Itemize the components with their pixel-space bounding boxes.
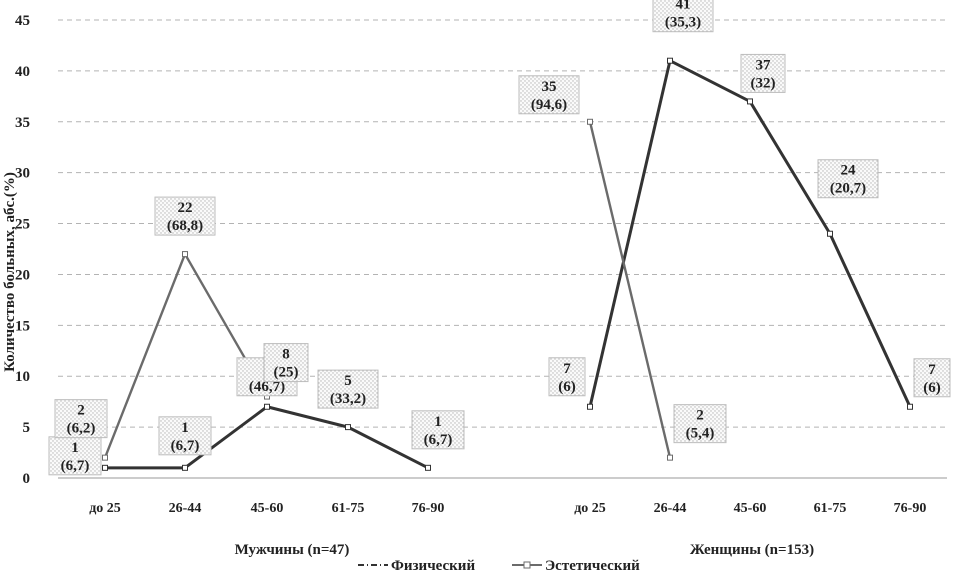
data-label-value: 24 xyxy=(841,163,857,179)
data-point xyxy=(102,454,108,461)
data-label-value: 37 xyxy=(756,57,772,73)
data-point xyxy=(587,118,593,125)
x-tick-label: до 25 xyxy=(89,501,121,516)
data-label-value: 1 xyxy=(434,414,442,430)
data-label-value: 5 xyxy=(344,373,352,389)
data-label-value: 2 xyxy=(696,408,704,424)
data-label-value: 35 xyxy=(542,79,557,95)
data-label-value: 7 xyxy=(928,362,936,378)
x-tick-label: до 25 xyxy=(574,501,606,516)
x-tick-label: 61-75 xyxy=(332,501,365,516)
data-point xyxy=(182,464,188,471)
x-axis: до 25 26-44 45-60 61-75 76-90 до 25 26-44 45-60… xyxy=(89,501,926,516)
data-point xyxy=(345,424,351,431)
data-label-percent: (6,2) xyxy=(67,421,96,437)
y-axis: 0 5 10 15 20 25 30 35 40 45 xyxy=(15,13,30,487)
data-point xyxy=(667,57,673,64)
data-label-percent: (46,7) xyxy=(249,379,285,395)
data-label-percent: (6,7) xyxy=(61,458,90,474)
group-label: Мужчины (n=47) xyxy=(235,542,350,558)
data-label-percent: (6) xyxy=(923,380,941,396)
data-point xyxy=(667,454,673,461)
series-line xyxy=(588,59,912,408)
gridlines xyxy=(58,19,947,479)
data-label-value: 41 xyxy=(676,0,691,13)
data-label-value: 1 xyxy=(71,440,79,456)
data-label-box xyxy=(154,196,216,236)
series-line xyxy=(105,405,429,470)
data-label-percent: (6,7) xyxy=(424,432,453,448)
x-tick-label: 61-75 xyxy=(814,501,847,516)
data-label-box xyxy=(652,0,714,33)
x-tick-label: 26-44 xyxy=(654,501,687,516)
data-label-box xyxy=(263,343,309,383)
data-label-box xyxy=(740,53,786,93)
group-label: Женщины (n=153) xyxy=(690,542,814,558)
x-tick-label: 26-44 xyxy=(169,501,202,516)
data-label-percent: (94,6) xyxy=(531,97,567,113)
data-point xyxy=(182,251,188,258)
y-tick-label: 35 xyxy=(15,115,30,131)
x-tick-label: 45-60 xyxy=(251,501,284,516)
data-point xyxy=(264,403,270,410)
data-label-value: 7 xyxy=(563,361,571,377)
y-tick-label: 15 xyxy=(15,318,30,334)
data-label-percent: (20,7) xyxy=(830,181,866,197)
data-point xyxy=(425,464,431,471)
data-point xyxy=(907,403,913,410)
data-label-box xyxy=(411,410,465,450)
legend-label: Эстетический xyxy=(545,558,640,574)
data-label-percent: (5,4) xyxy=(686,426,715,442)
x-tick-label: 76-90 xyxy=(412,501,445,516)
data-label-percent: (68,8) xyxy=(167,218,203,234)
series-lines xyxy=(102,57,913,471)
data-label-percent: (6,7) xyxy=(171,438,200,454)
y-tick-label: 10 xyxy=(15,369,30,385)
data-label-percent: (32) xyxy=(751,75,776,91)
data-point xyxy=(747,98,753,105)
group-labels: Мужчины (n=47) Женщины (n=153) xyxy=(235,542,815,558)
data-label-box xyxy=(518,75,580,115)
y-tick-label: 20 xyxy=(15,267,30,283)
y-tick-label: 45 xyxy=(15,13,30,29)
data-label-percent: (33,2) xyxy=(330,391,366,407)
data-label-value: 22 xyxy=(178,200,193,216)
data-label-value: 1 xyxy=(181,420,189,436)
data-label-box xyxy=(673,404,727,444)
x-tick-label: 76-90 xyxy=(894,501,927,516)
data-label-value: 2 xyxy=(77,403,85,419)
data-point xyxy=(587,403,593,410)
legend-label: Физический xyxy=(391,558,475,574)
data-label-box xyxy=(54,399,108,439)
data-point xyxy=(827,230,833,237)
data-label-box xyxy=(317,369,379,409)
data-label-percent: (35,3) xyxy=(665,15,701,31)
data-label-value: 8 xyxy=(282,347,290,363)
series-line xyxy=(588,121,672,458)
data-point xyxy=(102,464,108,471)
legend: Физический Эстетический xyxy=(358,558,640,574)
data-label-percent: (6) xyxy=(558,379,576,395)
data-label-box xyxy=(913,358,951,398)
legend-marker xyxy=(523,561,531,569)
y-axis-label: Количество больных, абс.(%) xyxy=(2,172,18,372)
x-tick-label: 45-60 xyxy=(734,501,767,516)
data-label-percent: (25) xyxy=(274,365,299,381)
data-label-box xyxy=(158,416,212,456)
data-labels: 1(6,7)1(6,7)7(46,7)5(33,2)1(6,7)2(6,2)22… xyxy=(48,0,951,476)
y-tick-label: 30 xyxy=(15,166,30,182)
y-tick-label: 25 xyxy=(15,217,30,233)
y-tick-label: 40 xyxy=(15,64,30,80)
data-label-box xyxy=(548,357,586,397)
y-tick-label: 5 xyxy=(23,420,31,436)
y-tick-label: 0 xyxy=(23,471,31,487)
data-label-box xyxy=(817,159,879,199)
